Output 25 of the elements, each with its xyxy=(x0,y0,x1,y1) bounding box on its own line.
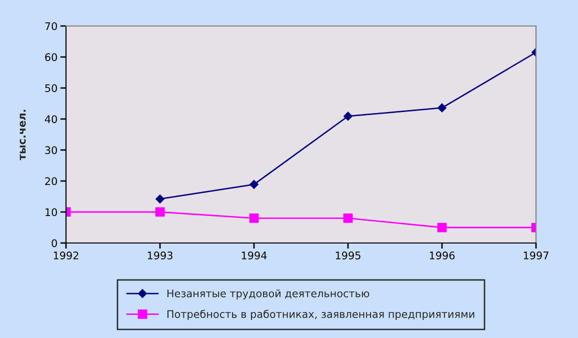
point xyxy=(343,214,353,223)
legend-label: Потребность в работниках, заявленная предприятиями xyxy=(167,310,474,320)
point xyxy=(156,194,164,204)
x-tick-label: 1993 xyxy=(148,252,172,260)
point xyxy=(155,207,165,217)
point xyxy=(438,103,446,112)
y-tick-label: 40 xyxy=(44,115,57,124)
y-axis-title: тыс.чел. xyxy=(20,110,26,160)
y-tick-label: 20 xyxy=(45,177,57,186)
y-tick-label: 60 xyxy=(45,53,57,62)
y-tick-label: 10 xyxy=(46,208,57,216)
x-tick-label: 1997 xyxy=(524,252,548,260)
x-tick-label: 1996 xyxy=(430,252,455,260)
y-tick-label: 30 xyxy=(45,146,57,154)
point xyxy=(437,222,447,232)
y-tick-label: 50 xyxy=(45,84,57,92)
x-tick-label: 1995 xyxy=(336,252,360,260)
y-tick-label: 0 xyxy=(52,239,57,248)
point xyxy=(344,112,352,121)
legend-label: Незанятые трудовой деятельностью xyxy=(167,289,370,300)
x-tick-label: 1992 xyxy=(54,252,78,260)
point xyxy=(249,214,259,223)
point xyxy=(250,180,258,189)
x-tick-label: 1994 xyxy=(242,252,267,260)
y-tick-label: 70 xyxy=(45,22,57,30)
